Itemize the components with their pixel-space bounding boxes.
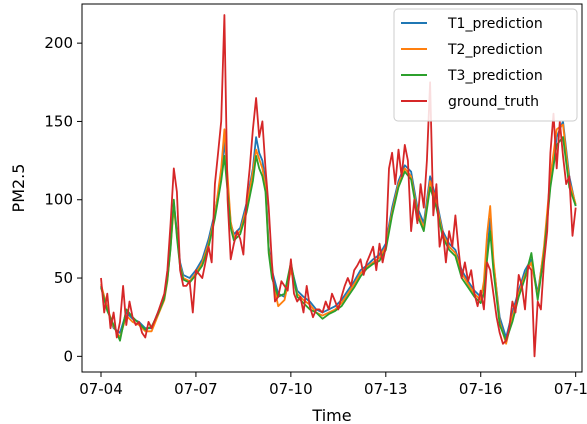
legend-label: ground_truth [448,94,539,110]
y-axis-label: PM2.5 [9,164,28,213]
y-tick-label: 200 [44,34,73,52]
y-tick-label: 100 [44,191,73,209]
plot-frame [81,3,583,373]
y-tick-label: 0 [63,347,73,365]
x-tick-label: 07-13 [364,380,408,398]
x-tick-label: 07-04 [79,380,123,398]
x-axis-label: Time [311,406,351,424]
y-tick-label: 50 [54,269,73,287]
x-tick-label: 07-10 [269,380,313,398]
series-line-ground-truth [100,14,577,358]
x-tick-label: 07-07 [174,380,218,398]
x-axis: 07-04 07-07 07-10 07-13 07-16 07-19 [79,372,587,398]
legend: T1_prediction T2_prediction T3_predictiong… [393,8,578,122]
plot-lines [100,14,577,358]
y-axis: 0 50 100 150 200 [44,34,82,365]
legend-label: T2_prediction [447,42,543,58]
y-tick-label: 150 [44,112,73,130]
series-line-t3-prediction [100,136,577,342]
x-tick-label: 07-16 [459,380,503,398]
legend-label: T3_prediction [447,68,543,84]
legend-box [393,8,578,122]
legend-label: T1_prediction [447,16,543,32]
x-tick-label: 07-19 [554,380,587,398]
